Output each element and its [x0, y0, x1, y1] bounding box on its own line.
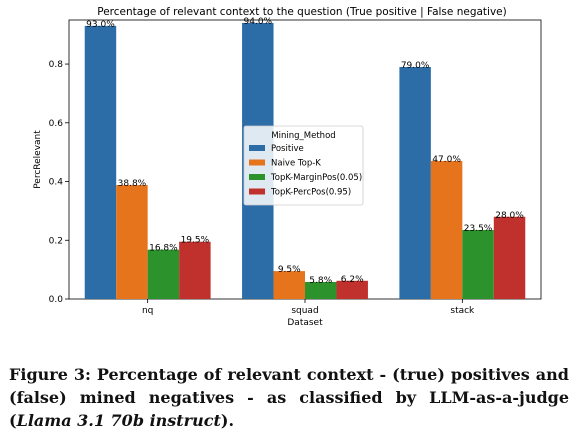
legend-label: Positive [271, 144, 304, 154]
figure-caption: Figure 3: Percentage of relevant context… [9, 363, 569, 432]
y-tick-label: 0.2 [49, 236, 63, 246]
data-label: 16.8% [149, 244, 178, 254]
bar [305, 281, 337, 299]
x-tick-label: squad [291, 306, 318, 316]
x-tick-label: stack [450, 306, 475, 316]
data-label: 19.5% [181, 236, 210, 246]
caption-model-name: Llama 3.1 70b instruct [16, 411, 221, 430]
bar [430, 160, 463, 299]
data-label: 5.8% [309, 276, 332, 286]
y-tick-label: 0.4 [49, 178, 64, 188]
caption-text: Figure 3: Percentage of relevant context… [9, 365, 569, 430]
bar [116, 185, 148, 299]
y-axis: 0.0 0.2 0.4 0.6 0.8 [49, 60, 69, 305]
bar-chart: Percentage of relevant context to the qu… [33, 6, 542, 328]
bar [462, 229, 494, 299]
y-tick-label: 0.0 [49, 295, 64, 305]
legend-swatch [249, 145, 265, 151]
bar [179, 241, 211, 299]
data-labels-group: 93.0% 38.8% 16.8%19.5% 94.0% 9.5% 5.8% 6.2% 79.… [86, 17, 524, 286]
bar [273, 271, 305, 299]
data-label: 28.0% [495, 211, 524, 221]
legend-swatch [249, 159, 265, 166]
bar [399, 66, 431, 299]
data-label: 47.0% [432, 155, 461, 165]
legend-label: TopK-MarginPos(0.05) [270, 173, 362, 183]
bar [336, 280, 368, 299]
legend-label: TopK-PercPos(0.95) [270, 188, 351, 198]
x-axis-label: Dataset [287, 318, 323, 328]
y-axis-label: PercRelevant [33, 130, 43, 189]
data-label: 38.8% [118, 179, 147, 189]
legend-title: Mining_Method [271, 131, 335, 141]
chart-canvas: Percentage of relevant context to the qu… [33, 6, 542, 328]
bar [84, 25, 117, 299]
bar [493, 216, 526, 299]
x-axis: nq squad stack [142, 299, 475, 316]
y-tick-label: 0.6 [49, 119, 64, 129]
data-label: 94.0% [244, 17, 273, 27]
caption-end: ). [220, 411, 235, 430]
y-tick-label: 0.8 [49, 60, 64, 70]
data-label: 93.0% [86, 20, 115, 30]
legend: Mining_Method Positive Naive Top-K TopK-Mar… [243, 125, 364, 206]
data-label: 79.0% [401, 61, 430, 71]
legend-swatch [249, 174, 265, 180]
legend-label: Naive Top-K [271, 159, 321, 169]
data-label: 9.5% [278, 265, 301, 275]
x-tick-label: nq [142, 306, 153, 316]
data-label: 23.5% [464, 224, 493, 234]
legend-box [243, 125, 364, 206]
legend-swatch [249, 188, 265, 195]
data-label: 6.2% [341, 275, 364, 285]
chart-title: Percentage of relevant context to the qu… [97, 6, 506, 18]
bar [147, 249, 180, 299]
